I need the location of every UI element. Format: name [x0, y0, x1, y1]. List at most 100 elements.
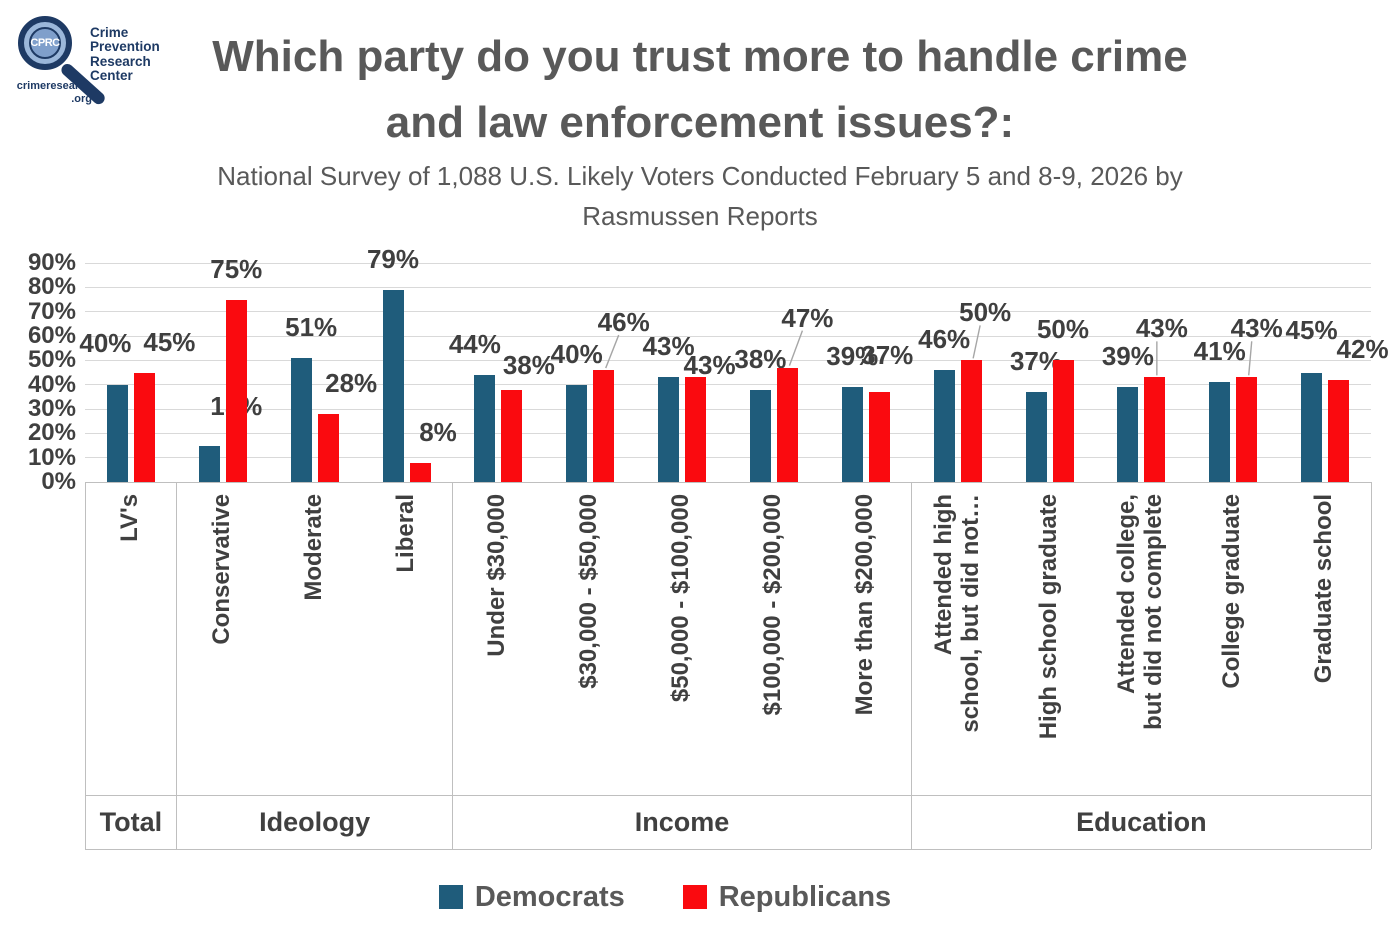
org-name-line: Research — [90, 53, 151, 69]
bar-value-label: 43% — [642, 331, 695, 362]
bar-value-label: 44% — [448, 328, 501, 359]
org-name-line: Crime — [90, 25, 129, 40]
democrats-bar — [841, 387, 863, 482]
bar-value-label: 79% — [366, 243, 420, 274]
axis-bottom-border — [85, 848, 1371, 850]
chart-subtitle-line1: National Survey of 1,088 U.S. Likely Vot… — [217, 161, 1183, 191]
page-title-line1: Which party do you trust more to handle … — [212, 32, 1188, 81]
h-gridline — [85, 432, 1371, 434]
bar-value-label: 40% — [550, 338, 603, 369]
org-name-line: Prevention — [90, 39, 160, 55]
y-axis-tick-label: 20% — [27, 419, 76, 447]
republicans-bar — [317, 413, 339, 482]
republicans-bar — [868, 391, 890, 482]
axis-group-border — [1370, 482, 1372, 849]
democrats-color-swatch — [438, 885, 463, 909]
democrats-bar — [382, 289, 404, 482]
republicans-bar — [1328, 379, 1350, 482]
legend-item-democrats: Democrats — [438, 880, 625, 914]
y-axis-tick-label: 60% — [27, 322, 76, 349]
group-axis-label: Education — [1076, 807, 1207, 837]
category-axis-label: Moderate — [300, 493, 328, 601]
republicans-bar — [776, 367, 798, 482]
democrats-bar — [1025, 391, 1047, 482]
h-gridline — [85, 311, 1371, 313]
y-axis-tick-label: 80% — [27, 273, 76, 301]
cprc-logo: CPRC Crime Prevention Research Center cr… — [12, 8, 172, 110]
org-website: crimeresearch .org — [12, 80, 92, 105]
republicans-bar — [1052, 360, 1074, 482]
y-axis-tick-label: 90% — [27, 249, 76, 276]
democrats-bar — [474, 374, 496, 482]
y-axis-tick-label: 10% — [27, 443, 76, 471]
y-axis-tick-label: 30% — [27, 395, 76, 422]
chart-subtitle: National Survey of 1,088 U.S. Likely Vot… — [0, 156, 1400, 237]
h-gridline — [85, 481, 1371, 483]
category-axis-label: More than $200,000 — [851, 493, 879, 716]
republicans-bar — [1144, 377, 1166, 482]
democrats-bar — [566, 384, 588, 482]
h-gridline — [85, 384, 1371, 386]
org-website-line: crimeresearch — [16, 80, 92, 92]
category-axis-label: $100,000 - $200,000 — [759, 493, 787, 716]
h-gridline — [85, 286, 1371, 288]
bar-value-label: 45% — [1285, 314, 1338, 345]
legend-label-democrats: Democrats — [474, 880, 625, 913]
republicans-color-swatch — [682, 885, 707, 909]
bar-value-label: 75% — [210, 253, 263, 284]
bar-value-label: 39% — [826, 341, 879, 372]
republicans-bar — [1236, 377, 1258, 482]
category-axis-label: Under $30,000 — [483, 493, 511, 657]
bar-value-label: 43% — [1230, 313, 1283, 344]
bar-value-label: 45% — [143, 326, 196, 357]
legend-item-republicans: Republicans — [682, 880, 892, 914]
y-axis-tick-label: 70% — [27, 297, 76, 325]
bar-value-label: 28% — [325, 367, 378, 398]
bar-value-label: 37% — [861, 339, 914, 370]
bar-value-label: 50% — [959, 297, 1012, 328]
category-axis-label: Graduate school — [1310, 493, 1338, 684]
legend-label-republicans: Republicans — [718, 880, 892, 913]
h-gridline — [85, 335, 1371, 337]
axis-group-border — [176, 482, 178, 849]
group-axis-label: Ideology — [259, 807, 371, 837]
group-axis-label: Income — [634, 807, 730, 837]
h-gridline — [85, 457, 1371, 459]
democrats-bar — [933, 370, 955, 482]
page-title: Which party do you trust more to handle … — [0, 24, 1400, 156]
democrats-bar — [1209, 382, 1231, 482]
bar-value-label: 8% — [419, 416, 457, 447]
republicans-bar — [501, 389, 523, 482]
category-axis-label: Conservative — [208, 493, 236, 645]
axis-group-border — [911, 482, 913, 849]
axis-group-border — [84, 482, 86, 849]
org-name: Crime Prevention Research Center — [90, 25, 160, 84]
h-gridline — [85, 262, 1371, 264]
democrats-bar — [198, 445, 220, 482]
bar-value-label: 46% — [597, 307, 650, 338]
republicans-bar — [409, 462, 431, 482]
bar-value-label: 50% — [1036, 314, 1090, 345]
category-axis-label: Attended college, but did not complete — [1113, 493, 1168, 730]
category-axis-label: College graduate — [1218, 493, 1246, 689]
democrats-bar — [658, 377, 680, 482]
bar-value-label: 43% — [683, 350, 736, 381]
magnifier-icon: CPRC — [18, 16, 72, 70]
category-axis-label: High school graduate — [1035, 493, 1063, 740]
category-axis-label: $50,000 - $100,000 — [667, 493, 695, 703]
bar-value-label: 39% — [1101, 341, 1154, 372]
republicans-bar — [960, 360, 982, 482]
h-gridline — [85, 359, 1371, 361]
bar-value-label: 46% — [918, 324, 971, 355]
chart-legend: Democrats Republicans — [0, 872, 1365, 922]
axis-separator — [85, 794, 1371, 796]
republicans-bar — [133, 372, 155, 482]
h-gridline — [85, 408, 1371, 410]
democrats-bar — [1301, 372, 1323, 482]
org-website-line: .org — [71, 92, 92, 105]
bar-value-label: 40% — [79, 327, 132, 358]
category-axis-label: Liberal — [392, 493, 420, 573]
org-name-line: Center — [90, 68, 133, 84]
